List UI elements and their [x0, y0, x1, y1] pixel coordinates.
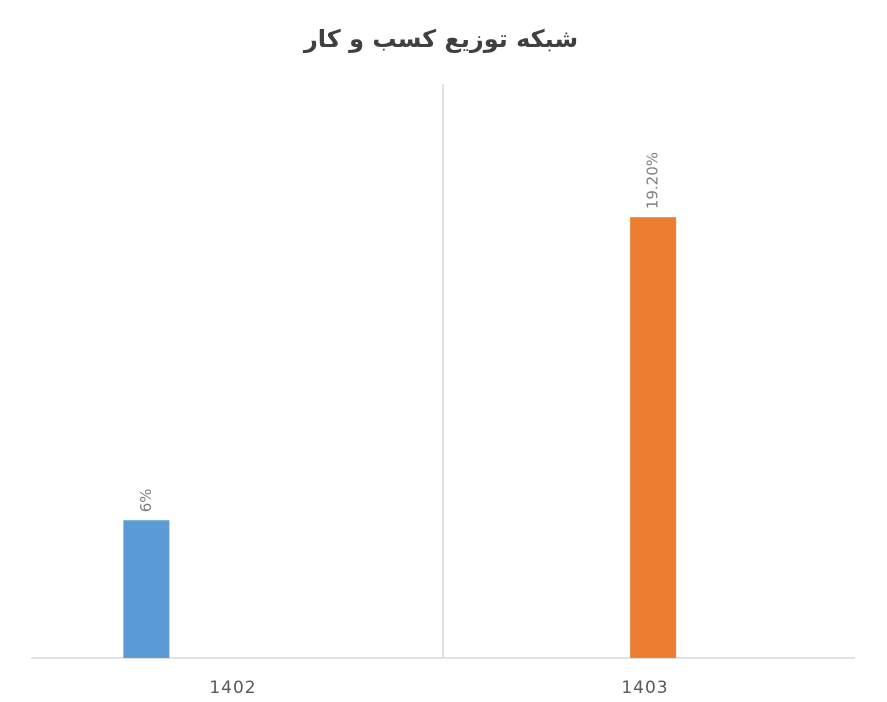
bar [123, 520, 170, 658]
x-tick-label: 1403 [621, 678, 668, 698]
bar [630, 217, 677, 658]
chart-title: شبکه توزیع کسب و کار [303, 25, 578, 53]
value-label: 6% [137, 488, 155, 512]
value-label: 19.20% [644, 152, 662, 209]
x-tick-label: 1402 [209, 678, 256, 698]
